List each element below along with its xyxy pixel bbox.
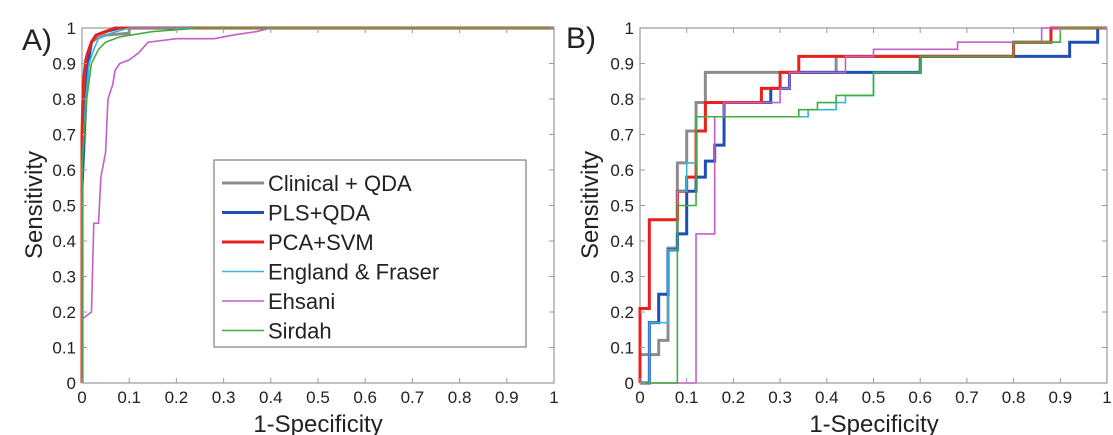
panel-b-y-tick-label-7: 0.7 [610,126,634,145]
panel-b-chart: 0 0.1 0.2 0.3 0.4 0.5 0.6 0.7 0.8 0.9 1 0 0.1 0.2 0.3 0… [566,19,1112,435]
panel-a-x-tick-label-8: 0.8 [448,388,472,407]
panel-b-x-tick-label-4: 0.4 [815,388,839,407]
panel-a-x-tick-label-7: 0.7 [401,388,425,407]
panel-b-y-tick-label-4: 0.4 [610,232,634,251]
legend-label-4: Ehsani [268,289,335,314]
legend-items: Clinical + QDA PLS+QDA PCA+SVM England & Fr… [222,171,439,344]
panel-a-x-tick-label-9: 0.9 [495,388,519,407]
panel-a-chart: 0 0.1 0.2 0.3 0.4 0.5 0.6 0.7 0.8 0.9 1 0 0.1 0.2 0.3 0… [21,19,559,435]
panel-b-series-line-5 [640,27,1107,384]
panel-b-ticks: 0 0.1 0.2 0.3 0.4 0.5 0.6 0.7 0.8 0.9 1 0 0.1 0.2 0.3 0… [610,19,1111,407]
panel-a-x-tick-label-6: 0.6 [353,388,377,407]
panel-a-y-tick-label-4: 0.4 [52,232,76,251]
panel-b-series-line-4 [640,27,1107,384]
panel-a-y-tick-label-6: 0.6 [52,161,76,180]
panel-a-series-line-2 [80,26,554,383]
panel-b-x-tick-label-2: 0.2 [722,388,746,407]
legend-label-5: Sirdah [268,319,332,344]
legend-label-2: PCA+SVM [268,230,374,255]
panel-b-x-tick-label-7: 0.7 [955,388,979,407]
panel-b-y-tick-label-8: 0.8 [610,90,634,109]
panel-b-x-tick-label-5: 0.5 [862,388,886,407]
panel-a-y-tick-label-7: 0.7 [52,126,76,145]
panel-a-y-tick-label-3: 0.3 [52,268,76,287]
panel-b-x-tick-label-0: 0 [635,388,644,407]
panel-a-y-tick-label-10: 1 [67,19,76,38]
panel-a-x-axis-label: 1-Specificity [253,411,382,435]
legend-label-0: Clinical + QDA [268,171,412,196]
panel-b-x-axis-label: 1-Specificity [809,411,938,435]
panel-a-y-axis-label: Sensitivity [21,151,48,259]
panel-a-y-tick-label-2: 0.2 [52,303,76,322]
panel-b-x-tick-label-9: 0.9 [1048,388,1072,407]
panel-b-y-tick-label-6: 0.6 [610,161,634,180]
panel-b-x-tick-label-6: 0.6 [908,388,932,407]
panel-b-x-tick-label-3: 0.3 [768,388,792,407]
panel-a-y-tick-label-1: 0.1 [52,339,76,358]
panel-b-y-tick-label-9: 0.9 [610,55,634,74]
panel-a-x-tick-label-2: 0.2 [165,388,189,407]
legend-label-3: England & Fraser [268,260,439,285]
panel-a-y-tick-label-5: 0.5 [52,197,76,216]
panel-a-x-tick-label-3: 0.3 [212,388,236,407]
panel-b-x-tick-label-1: 0.1 [675,388,699,407]
panel-b-series-group [638,26,1107,385]
legend-box [213,159,527,348]
panel-a-x-tick-label-1: 0.1 [117,388,141,407]
panel-a-series-line-4 [81,27,554,383]
legend-label-1: PLS+QDA [268,201,370,226]
panel-b-y-tick-label-10: 1 [625,19,634,38]
panel-a-ticks: 0 0.1 0.2 0.3 0.4 0.5 0.6 0.7 0.8 0.9 1 0 0.1 0.2 0.3 0… [52,19,558,407]
panel-b-y-tick-label-2: 0.2 [610,303,634,322]
panel-b-x-tick-label-10: 1 [1102,388,1111,407]
panel-b-x-tick-label-8: 0.8 [1002,388,1026,407]
panel-b-y-axis-label: Sensitivity [577,151,604,259]
panel-a-x-tick-label-5: 0.5 [306,388,330,407]
panel-a-y-tick-label-0: 0 [67,374,76,393]
panel-b-y-tick-label-0: 0 [625,374,634,393]
panel-a-y-tick-label-8: 0.8 [52,90,76,109]
panel-b-y-tick-label-5: 0.5 [610,197,634,216]
panel-a-legend: Clinical + QDA PLS+QDA PCA+SVM England & Fr… [213,159,527,348]
panel-b-label: B) [566,22,596,55]
panel-b-y-tick-label-1: 0.1 [610,339,634,358]
panel-a-x-tick-label-10: 1 [549,388,558,407]
panel-a-x-tick-label-0: 0 [77,388,86,407]
panel-b-y-tick-label-3: 0.3 [610,268,634,287]
panel-a-y-tick-label-9: 0.9 [52,55,76,74]
panel-a-x-tick-label-4: 0.4 [259,388,283,407]
panel-a-label: A) [22,24,52,57]
